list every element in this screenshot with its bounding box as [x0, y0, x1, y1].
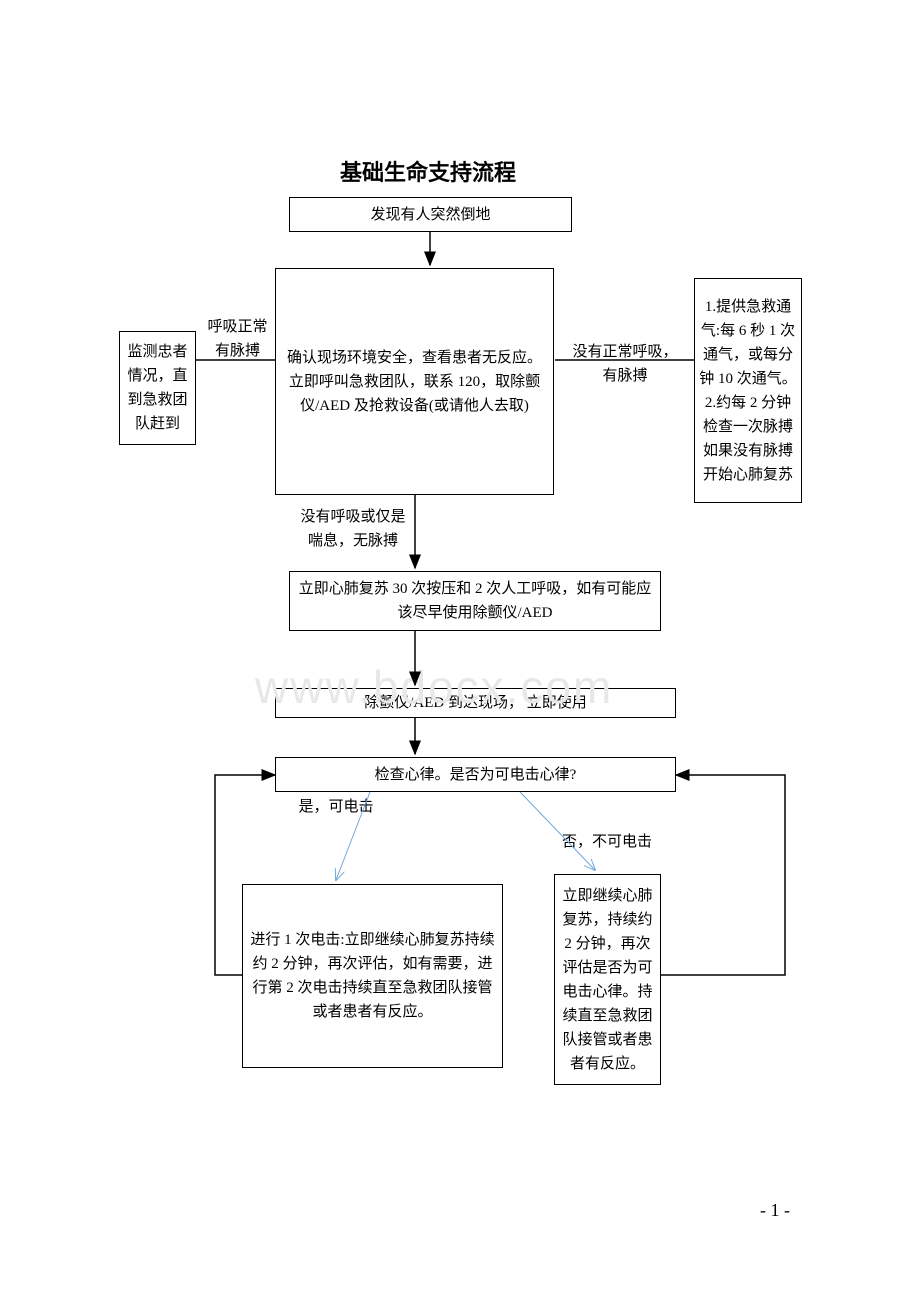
box-continue-cpr: 立即继续心肺复苏，持续约 2 分钟，再次评估是否为可电击心律。持续直至急救团队接…: [554, 874, 661, 1085]
box-discover: 发现有人突然倒地: [289, 197, 572, 232]
label-shockable: 是，可电击: [286, 795, 386, 819]
flowchart-connectors: [0, 0, 920, 1302]
label-no-breath-no-pulse: 没有呼吸或仅是 喘息，无脉搏: [283, 505, 423, 553]
page-title: 基础生命支持流程: [340, 155, 516, 187]
box-confirm-scene: 确认现场环境安全，查看患者无反应。立即呼叫急救团队，联系 120，取除颤仪/AE…: [275, 268, 554, 495]
box-check-rhythm: 检查心律。是否为可电击心律?: [275, 757, 676, 792]
box-shock: 进行 1 次电击:立即继续心肺复苏持续约 2 分钟，再次评估，如有需要，进行第 …: [242, 884, 503, 1068]
page-number: - 1 -: [760, 1200, 790, 1221]
label-not-shockable: 否，不可电击: [552, 830, 662, 854]
label-normal-breath: 呼吸正常 有脉搏: [200, 315, 275, 363]
box-monitor: 监测忠者情况，直到急救团队赶到: [119, 331, 196, 445]
label-no-breath-pulse: 没有正常呼吸， 有脉搏: [560, 340, 690, 388]
box-cpr: 立即心肺复苏 30 次按压和 2 次人工呼吸，如有可能应该尽早使用除颤仪/AED: [289, 571, 661, 631]
box-rescue-breathing: 1.提供急救通气:每 6 秒 1 次通气，或每分钟 10 次通气。 2.约每 2…: [694, 278, 802, 503]
box-aed-arrive: 除颤仪/AED 到达现场， 立即使用: [275, 688, 676, 718]
